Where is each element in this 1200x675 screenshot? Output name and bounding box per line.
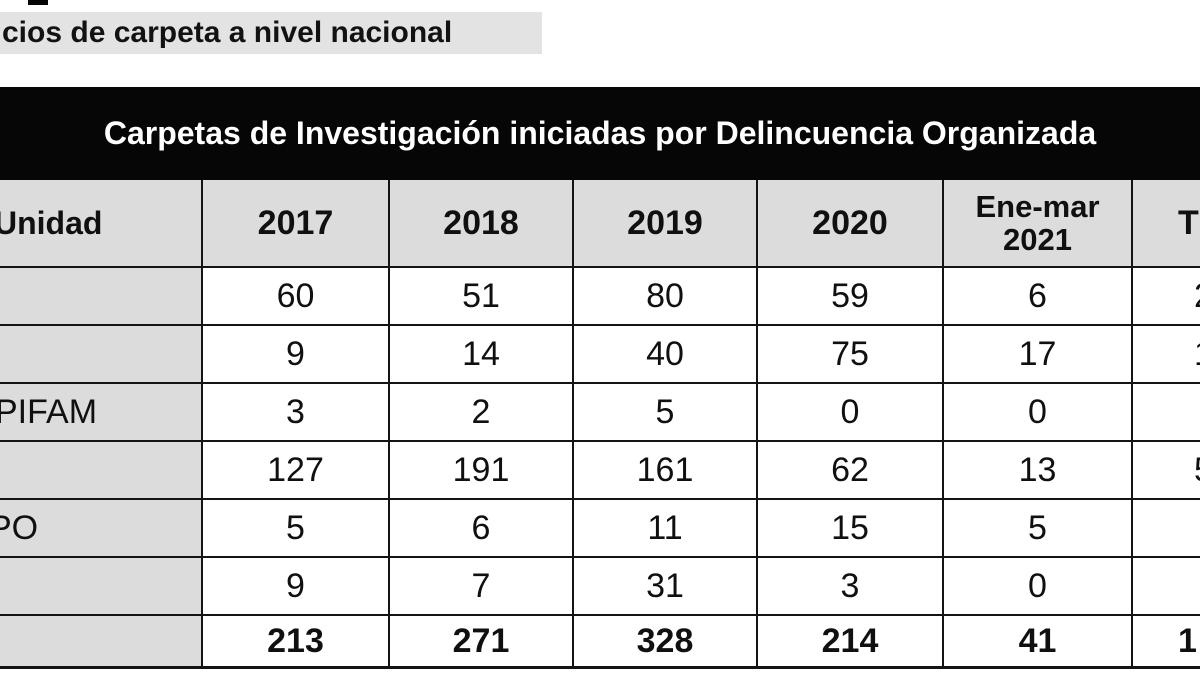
table-row: 9 14 40 75 17 1 xyxy=(0,326,1200,384)
table-cell-total-clipped xyxy=(1133,558,1200,616)
period-line2: 2021 xyxy=(1003,222,1072,257)
table-row: PIFAM 3 2 5 0 0 xyxy=(0,384,1200,442)
table-cell: 9 xyxy=(203,326,390,384)
table-cell: 5 xyxy=(944,500,1133,558)
table-cell: 62 xyxy=(758,442,944,500)
table-cell: 80 xyxy=(574,268,758,326)
period-line1: Ene-mar xyxy=(975,188,1100,224)
table-cell: 15 xyxy=(758,500,944,558)
table-header-row: Unidad 2017 2018 2019 2020 Ene-mar 2021 … xyxy=(0,180,1200,268)
unit-label-cell xyxy=(0,616,203,669)
table-row: 9 7 31 3 0 xyxy=(0,558,1200,616)
unit-label-cell xyxy=(0,326,203,384)
table-totals-row: 213 271 328 214 41 1 xyxy=(0,616,1200,669)
table-cell: 59 xyxy=(758,268,944,326)
table-row: 127 191 161 62 13 5 xyxy=(0,442,1200,500)
total-cell: 213 xyxy=(203,616,390,669)
table-cell: 6 xyxy=(944,268,1133,326)
table-cell: 13 xyxy=(944,442,1133,500)
table-cell: 3 xyxy=(203,384,390,442)
table-cell-total-clipped xyxy=(1133,384,1200,442)
table-cell: 3 xyxy=(758,558,944,616)
cropped-content-remnant xyxy=(28,0,48,5)
col-header-2018: 2018 xyxy=(390,180,574,268)
table-row: PO 5 6 11 15 5 xyxy=(0,500,1200,558)
table-cell: 5 xyxy=(574,384,758,442)
unit-label-cell: PO xyxy=(0,500,203,558)
caption-strip: cios de carpeta a nivel nacional xyxy=(0,12,542,54)
table-title-bar: Carpetas de Investigación iniciadas por … xyxy=(0,87,1200,180)
table-cell: 60 xyxy=(203,268,390,326)
table-cell-total-clipped: 5 xyxy=(1133,442,1200,500)
table-cell: 17 xyxy=(944,326,1133,384)
table-cell: 5 xyxy=(203,500,390,558)
table-cell: 2 xyxy=(390,384,574,442)
table-cell: 75 xyxy=(758,326,944,384)
table-row: 60 51 80 59 6 2 xyxy=(0,268,1200,326)
col-header-2020: 2020 xyxy=(758,180,944,268)
col-header-unidad: Unidad xyxy=(0,180,203,268)
col-header-total: T xyxy=(1133,180,1200,268)
table-cell: 51 xyxy=(390,268,574,326)
unit-label-cell xyxy=(0,558,203,616)
table-cell: 0 xyxy=(944,384,1133,442)
table-cell-total-clipped: 2 xyxy=(1133,268,1200,326)
col-header-2019: 2019 xyxy=(574,180,758,268)
total-cell: 41 xyxy=(944,616,1133,669)
table-cell: 40 xyxy=(574,326,758,384)
unit-label-cell: PIFAM xyxy=(0,384,203,442)
table-cell: 11 xyxy=(574,500,758,558)
unit-label-cell xyxy=(0,268,203,326)
table-cell: 6 xyxy=(390,500,574,558)
table-cell: 0 xyxy=(944,558,1133,616)
total-cell: 214 xyxy=(758,616,944,669)
caption-text: cios de carpeta a nivel nacional xyxy=(2,16,453,49)
unit-label-cell xyxy=(0,442,203,500)
table-cell: 127 xyxy=(203,442,390,500)
table-cell: 191 xyxy=(390,442,574,500)
table-title: Carpetas de Investigación iniciadas por … xyxy=(103,115,1097,151)
table-cell-total-clipped xyxy=(1133,500,1200,558)
table-cell: 14 xyxy=(390,326,574,384)
table-cell: 0 xyxy=(758,384,944,442)
total-cell-total-clipped: 1 xyxy=(1133,616,1200,669)
table-cell: 7 xyxy=(390,558,574,616)
data-table: Carpetas de Investigación iniciadas por … xyxy=(0,87,1200,669)
col-header-ene-mar-2021: Ene-mar 2021 xyxy=(944,180,1133,268)
table-cell-total-clipped: 1 xyxy=(1133,326,1200,384)
total-cell: 328 xyxy=(574,616,758,669)
table-cell: 31 xyxy=(574,558,758,616)
table-cell: 161 xyxy=(574,442,758,500)
table-cell: 9 xyxy=(203,558,390,616)
total-cell: 271 xyxy=(390,616,574,669)
col-header-2017: 2017 xyxy=(203,180,390,268)
